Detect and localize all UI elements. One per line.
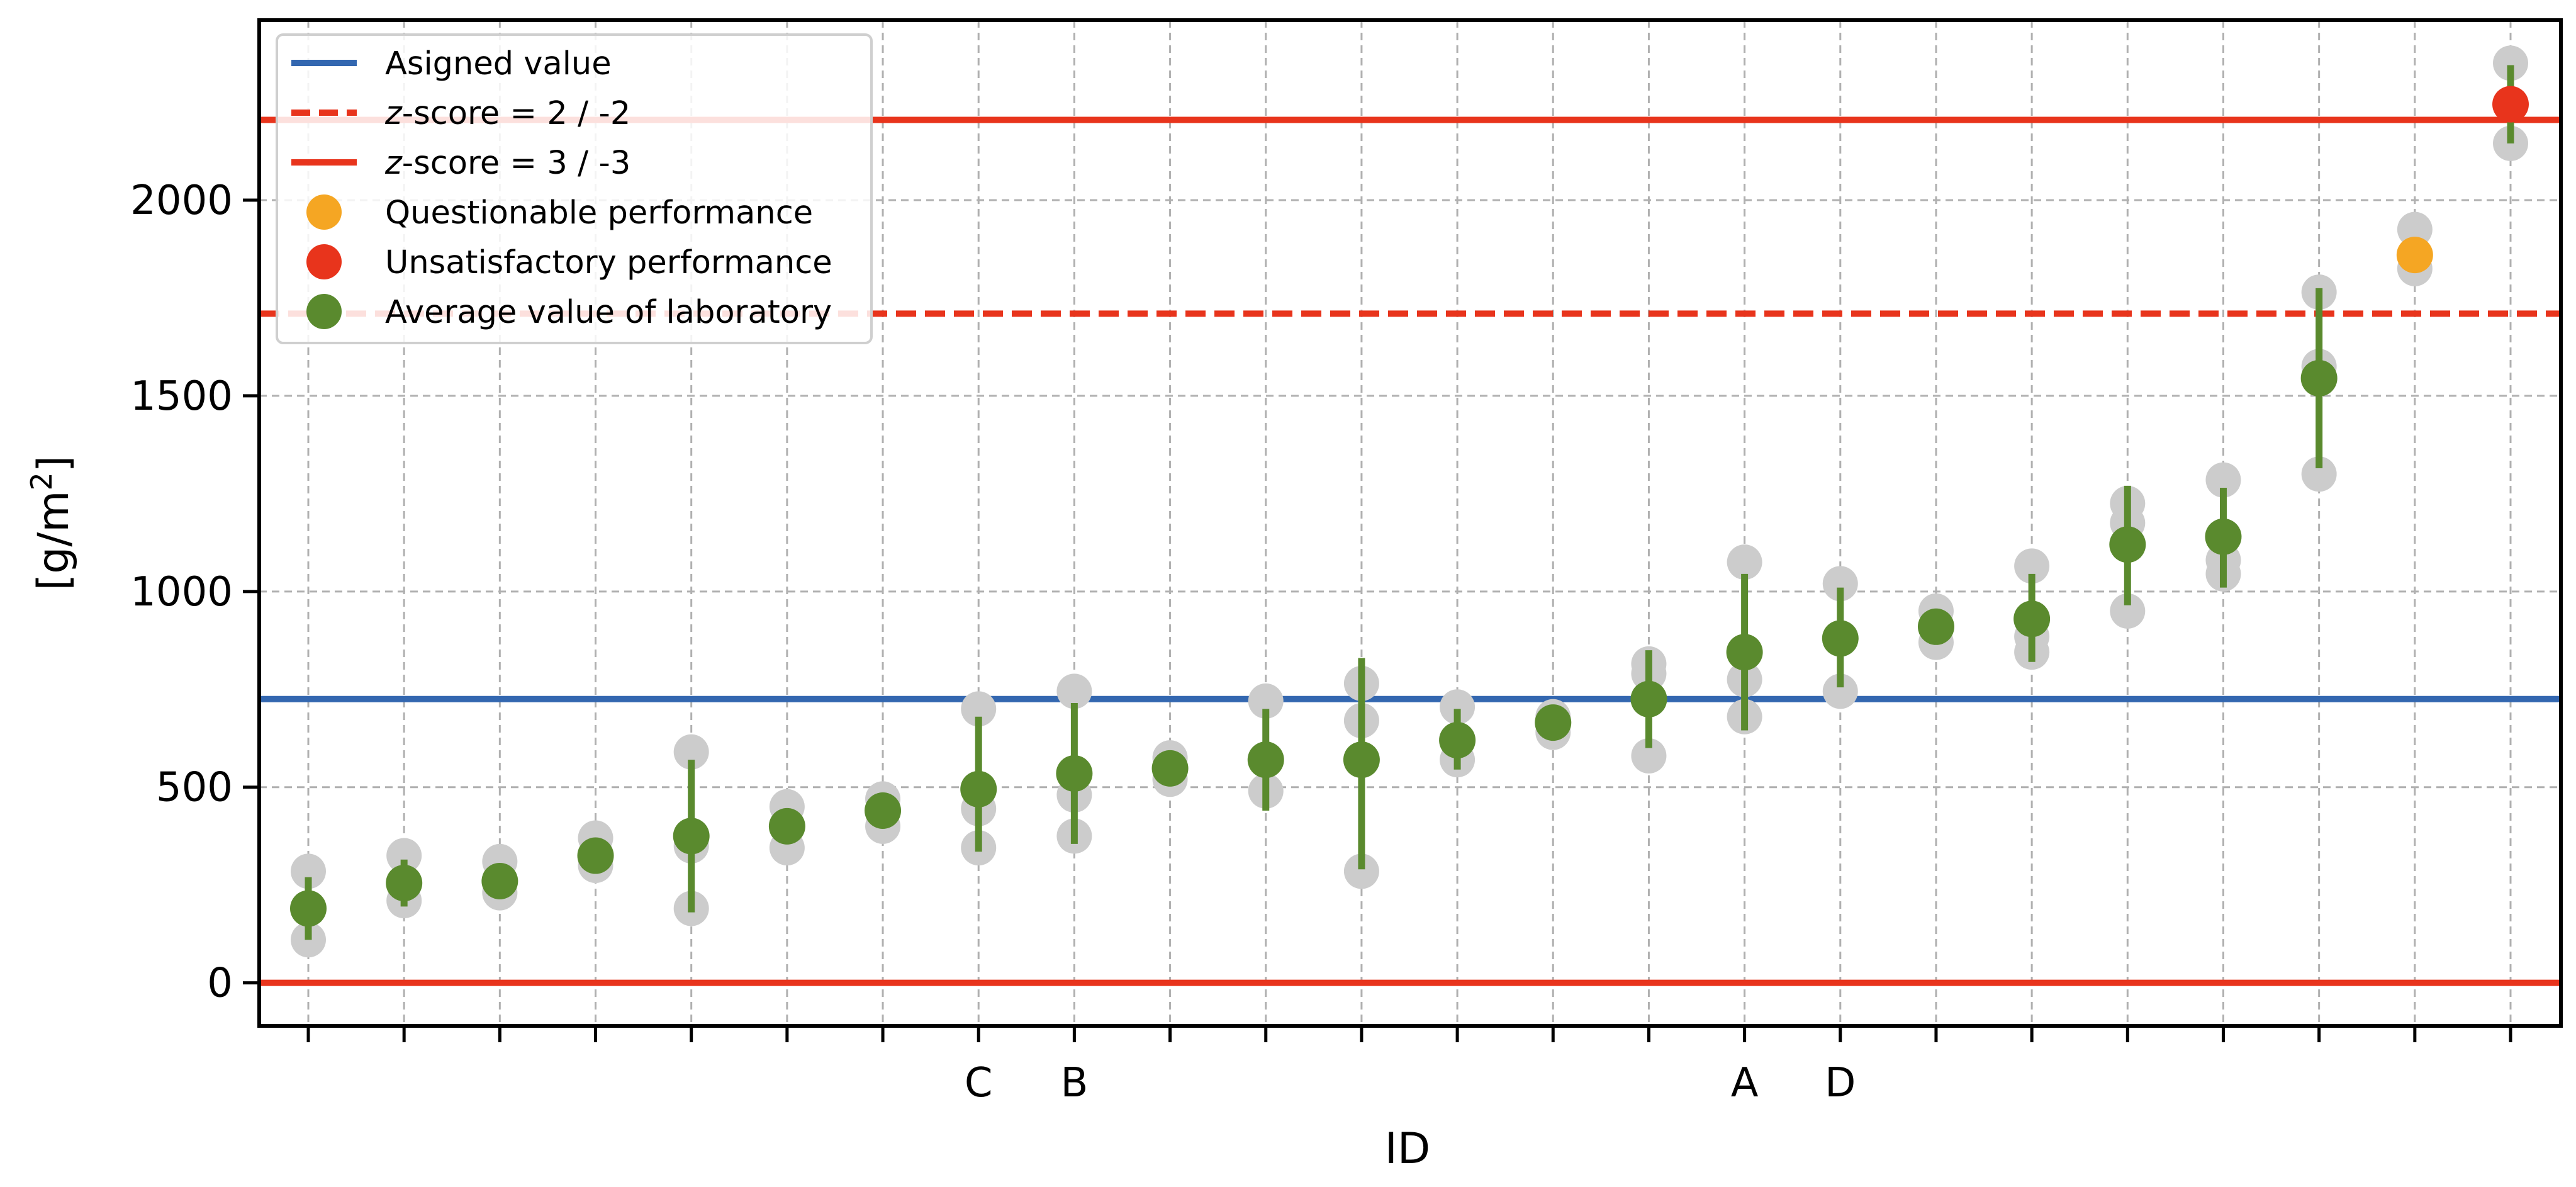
lab-mean-point bbox=[1535, 704, 1572, 741]
replicate-point bbox=[1248, 683, 1284, 719]
replicate-point bbox=[386, 838, 422, 874]
legend-label-z3-italic: z bbox=[384, 145, 403, 182]
replicate-point bbox=[1440, 689, 1476, 725]
lab-mean-point bbox=[386, 865, 423, 902]
legend-label-z3: z-score = 3 / -3 bbox=[384, 145, 630, 182]
legend-label-average: Average value of laboratory bbox=[385, 294, 832, 331]
lab-mean-point bbox=[2205, 518, 2242, 555]
replicate-point bbox=[1822, 673, 1858, 709]
legend-label-questionable: Questionable performance bbox=[385, 194, 813, 232]
lab-mean-point bbox=[1917, 608, 1954, 645]
replicate-point bbox=[673, 734, 709, 770]
lab-mean-point bbox=[2396, 237, 2433, 274]
y-axis-title-main: [g/m bbox=[29, 490, 79, 590]
x-tick-label: D bbox=[1825, 1060, 1856, 1106]
lab-mean-point bbox=[1056, 755, 1093, 792]
lab-mean-point bbox=[865, 792, 902, 830]
data-series bbox=[290, 45, 2529, 958]
legend-label-unsatisfactory: Unsatisfactory performance bbox=[385, 244, 832, 281]
replicate-point bbox=[1343, 853, 1379, 889]
replicate-point bbox=[1056, 673, 1092, 709]
lab-mean-point bbox=[1726, 634, 1763, 671]
axes: C B A D 0 500 1000 1500 2000 bbox=[130, 177, 2512, 1106]
lab-mean-point bbox=[2492, 86, 2529, 123]
legend-marker-questionable bbox=[306, 194, 342, 230]
legend-frame bbox=[276, 33, 873, 344]
legend-label-z2-rest: -score = 2 / -2 bbox=[402, 95, 631, 132]
y-tick-label: 500 bbox=[156, 765, 233, 811]
lab-mean-point bbox=[481, 862, 518, 899]
lab-mean-point bbox=[2109, 526, 2146, 563]
replicate-point bbox=[1727, 544, 1762, 580]
legend-label-z2-italic: z bbox=[384, 95, 403, 132]
replicate-point bbox=[2205, 462, 2241, 498]
lab-mean-point bbox=[577, 837, 614, 874]
x-tick-label: C bbox=[965, 1060, 993, 1106]
legend-marker-average bbox=[306, 294, 342, 329]
replicate-point bbox=[2397, 211, 2433, 247]
lab-mean-point bbox=[768, 807, 805, 845]
y-axis-title-superscript: 2 bbox=[25, 472, 59, 490]
lab-mean-point bbox=[673, 818, 710, 855]
replicate-point bbox=[2493, 45, 2528, 81]
legend-label-z3-rest: -score = 3 / -3 bbox=[402, 145, 631, 182]
lab-mean-point bbox=[1822, 620, 1859, 657]
y-axis-title-end: ] bbox=[29, 456, 79, 473]
lab-mean-point bbox=[1630, 680, 1667, 717]
lab-mean-point bbox=[1247, 741, 1284, 779]
lab-mean-point bbox=[2300, 359, 2338, 397]
replicate-point bbox=[1822, 566, 1858, 602]
y-tick-label: 1500 bbox=[130, 373, 233, 420]
y-tick-label: 1000 bbox=[130, 569, 233, 616]
lab-mean-point bbox=[1439, 722, 1476, 759]
plot-frame bbox=[257, 18, 2563, 1028]
y-axis-title: [g/m2] bbox=[25, 456, 79, 591]
legend-label-assigned: Asigned value bbox=[385, 45, 612, 82]
legend-marker-unsatisfactory bbox=[306, 244, 342, 279]
x-axis-title: ID bbox=[1385, 1124, 1430, 1174]
lab-mean-point bbox=[1343, 741, 1380, 779]
lab-mean-point bbox=[1151, 750, 1189, 787]
replicate-point bbox=[961, 691, 997, 727]
replicate-point bbox=[2301, 456, 2337, 492]
x-tick-label: B bbox=[1060, 1060, 1088, 1106]
lab-mean-point bbox=[290, 890, 327, 927]
y-tick-label: 0 bbox=[207, 960, 233, 1007]
replicate-point bbox=[1631, 738, 1667, 774]
x-tick-label: A bbox=[1731, 1060, 1759, 1106]
replicate-point bbox=[2110, 593, 2146, 629]
y-tick-label: 2000 bbox=[130, 177, 233, 224]
lab-mean-point bbox=[960, 770, 997, 807]
lab-mean-point bbox=[2013, 600, 2051, 638]
replicate-point bbox=[2014, 548, 2050, 584]
legend: Asigned value z-score = 2 / -2 z-score =… bbox=[276, 33, 873, 344]
replicate-point bbox=[291, 853, 326, 889]
legend-label-z2: z-score = 2 / -2 bbox=[384, 95, 630, 132]
